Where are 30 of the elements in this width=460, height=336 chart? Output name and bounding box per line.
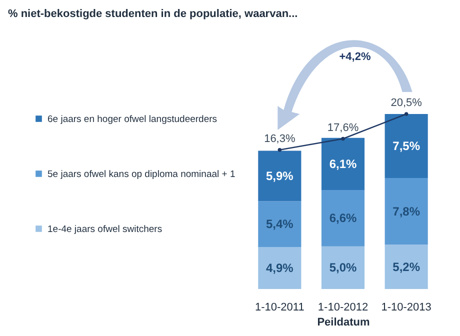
text: % niet-bekostigde studenten in de populatie, waarvan... <box>8 8 298 20</box>
x-tick-label: 1-10-2012 <box>318 302 368 314</box>
bar <box>258 247 302 289</box>
legend-label: 1e-4e jaars ofwel switchers <box>48 224 162 235</box>
legend-label: 5e jaars ofwel kans op diploma nominaal + 1 <box>48 168 236 180</box>
bar <box>384 244 428 289</box>
data-label: 20,5% <box>390 97 422 109</box>
annotation: +4,2% <box>339 51 371 63</box>
data-label: 5,4% <box>266 217 294 232</box>
data-label: 4,9% <box>266 261 294 276</box>
data-label: 16,3% <box>264 132 296 145</box>
x-tick-label: 1-10-2013 <box>381 302 432 314</box>
data-label: 7,8% <box>392 204 420 218</box>
data-label: 17,6% <box>327 122 359 134</box>
legend-label: 6e jaars en hoger ofwel langstudeerders <box>48 114 218 125</box>
bar <box>321 190 365 246</box>
data-label: 6,1% <box>329 156 357 171</box>
data-label: 5,2% <box>392 260 420 274</box>
bar <box>258 150 302 202</box>
bar <box>384 178 428 245</box>
data-label: 6,6% <box>329 211 357 226</box>
data-label: 5,0% <box>329 260 357 275</box>
bar <box>258 201 302 248</box>
x-tick-label: 1-10-2011 <box>254 302 304 314</box>
data-label: 5,9% <box>266 168 294 183</box>
bar <box>384 114 428 178</box>
bar <box>321 138 365 190</box>
data-label: 7,5% <box>392 139 420 154</box>
bar <box>321 246 365 289</box>
x-axis-title: Peildatum <box>317 316 370 328</box>
